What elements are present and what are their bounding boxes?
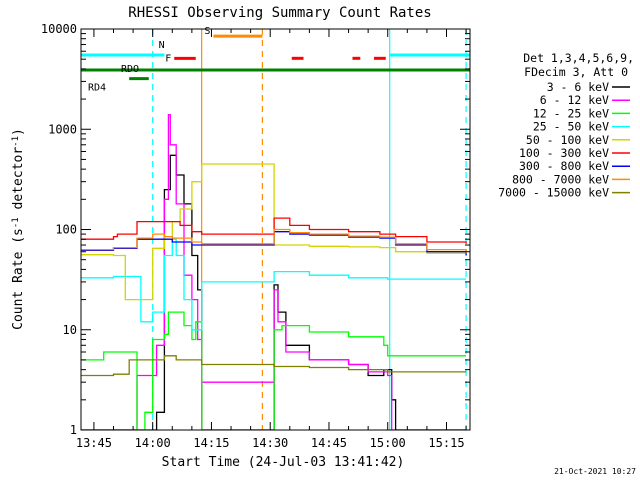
flag-label: N <box>159 40 165 51</box>
legend-entry-label: 800 - 7000 keV <box>512 172 609 186</box>
series-line <box>81 154 467 430</box>
series-line <box>81 355 467 377</box>
flag-label: RD4 <box>88 83 106 94</box>
flag-label: RDO <box>121 64 139 75</box>
legend: Det 1,3,4,5,6,9, FDecim 3, Att 0 3 - 6 k… <box>498 51 634 200</box>
series-lines <box>81 113 467 430</box>
legend-entry-label: 50 - 100 keV <box>526 133 609 147</box>
x-tick-label: 14:30 <box>252 436 288 450</box>
legend-entry-label: 25 - 50 keV <box>533 120 609 134</box>
legend-entry-label: 300 - 800 keV <box>519 159 609 173</box>
x-tick-label: 15:00 <box>370 436 406 450</box>
series-line <box>81 238 467 331</box>
date-stamp: 21-Oct-2021 10:27 <box>554 467 636 476</box>
series-line <box>81 228 467 254</box>
x-tick-label: 13:45 <box>76 436 112 450</box>
series-line <box>81 217 467 244</box>
y-axis-label: Count Rate (s-1 detector-1) <box>11 128 26 330</box>
flag-label: F <box>165 53 171 64</box>
legend-header-1: Det 1,3,4,5,6,9, <box>523 51 634 65</box>
series-line <box>81 311 467 430</box>
flag-label: S <box>204 26 210 37</box>
series-line <box>81 113 467 430</box>
x-axis-label: Start Time (24-Jul-03 13:41:42) <box>162 455 405 470</box>
legend-entry-label: 6 - 12 keV <box>540 93 609 107</box>
y-tick-label: 10 <box>63 323 77 337</box>
legend-entry-label: 12 - 25 keV <box>533 106 609 120</box>
legend-header-2: FDecim 3, Att 0 <box>524 65 628 79</box>
legend-entry-label: 100 - 300 keV <box>519 146 609 160</box>
chart-title: RHESSI Observing Summary Count Rates <box>128 5 431 21</box>
x-tick-label: 14:15 <box>193 436 229 450</box>
flag-bars <box>81 34 470 81</box>
x-tick-label: 14:00 <box>135 436 171 450</box>
y-axis: 1 10 100 1000 10000 <box>41 22 470 437</box>
legend-entry-label: 7000 - 15000 keV <box>498 186 609 200</box>
series-line <box>81 163 467 301</box>
y-tick-label: 1 <box>70 423 77 437</box>
x-tick-label: 14:45 <box>311 436 347 450</box>
x-axis: 13:45 14:00 14:15 14:30 14:45 15:00 15:15 <box>76 29 467 450</box>
flag-labels: NF S RDO RD4 <box>88 26 210 94</box>
y-tick-label: 1000 <box>48 122 77 136</box>
x-tick-label: 15:15 <box>428 436 464 450</box>
y-tick-label: 10000 <box>41 22 77 36</box>
y-tick-label: 100 <box>55 223 77 237</box>
legend-entry-label: 3 - 6 keV <box>547 80 609 94</box>
